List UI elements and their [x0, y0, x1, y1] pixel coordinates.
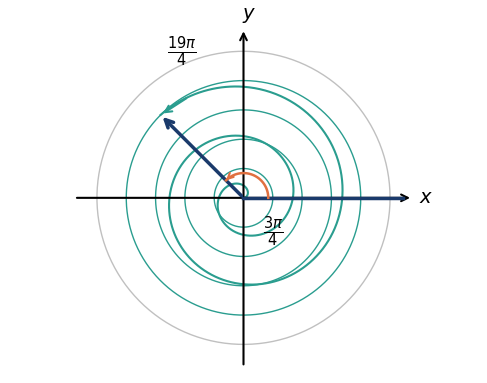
Text: x: x	[419, 188, 431, 207]
Text: $\frac{19\pi}{4}$: $\frac{19\pi}{4}$	[167, 34, 196, 69]
Text: $\frac{3\pi}{4}$: $\frac{3\pi}{4}$	[262, 214, 283, 249]
Text: y: y	[243, 4, 255, 23]
